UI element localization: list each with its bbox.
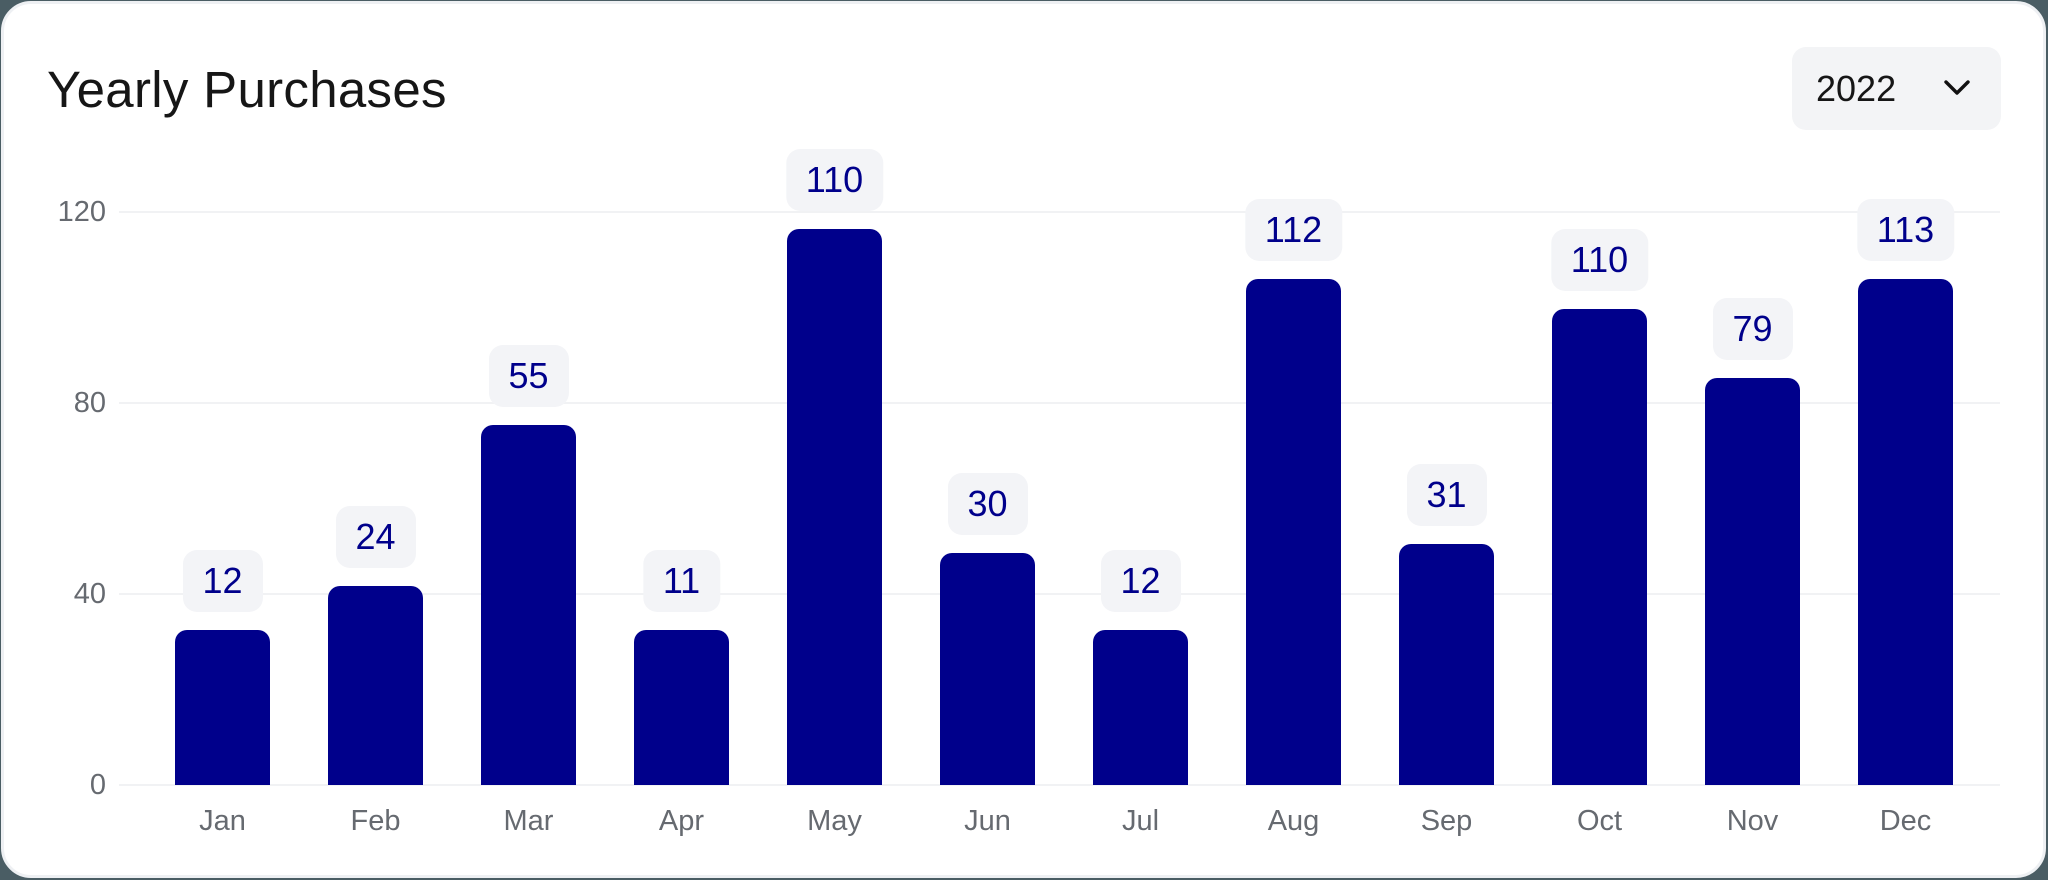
data-label-apr: 11 <box>642 549 721 612</box>
bar-jun[interactable] <box>940 552 1035 785</box>
bar-feb[interactable] <box>328 585 423 785</box>
x-axis-tick-label: Mar <box>503 805 554 837</box>
gridline <box>119 593 2000 595</box>
y-axis-tick-label: 80 <box>73 387 106 419</box>
bar-jan[interactable] <box>175 629 270 785</box>
year-select-dropdown[interactable]: 2022 <box>1792 47 2001 130</box>
data-label-feb: 24 <box>335 505 416 568</box>
x-axis-tick-label: Nov <box>1726 805 1779 837</box>
y-axis-tick-label: 40 <box>73 578 106 610</box>
x-axis-tick-label: Dec <box>1879 805 1932 837</box>
data-label-may: 110 <box>785 149 884 212</box>
gridline <box>119 211 2000 213</box>
data-label-nov: 79 <box>1712 298 1793 361</box>
data-label-mar: 55 <box>488 344 569 407</box>
gridline <box>119 402 2000 404</box>
x-axis-tick-label: Jan <box>199 805 246 837</box>
bar-may[interactable] <box>787 229 882 785</box>
bar-nov[interactable] <box>1705 378 1800 785</box>
bar-jul[interactable] <box>1093 629 1188 785</box>
data-label-jul: 12 <box>1100 549 1181 612</box>
data-label-jan: 12 <box>182 549 263 612</box>
bar-sep[interactable] <box>1399 543 1494 785</box>
x-axis-tick-label: Feb <box>350 805 401 837</box>
bar-mar[interactable] <box>481 424 576 785</box>
x-axis-tick-label: Sep <box>1420 805 1473 837</box>
x-axis-tick-label: May <box>807 805 862 837</box>
bar-oct[interactable] <box>1552 308 1647 785</box>
year-select-value: 2022 <box>1816 68 1897 109</box>
chevron-down-icon <box>1944 80 1970 95</box>
x-axis-tick-label: Oct <box>1576 805 1623 837</box>
x-axis-tick-label: Aug <box>1267 805 1320 837</box>
data-label-aug: 112 <box>1244 198 1343 261</box>
bar-aug[interactable] <box>1246 278 1341 785</box>
data-label-oct: 110 <box>1550 228 1649 291</box>
x-axis-tick-label: Jun <box>964 805 1011 837</box>
y-axis-tick-label: 120 <box>57 196 106 228</box>
x-axis-tick-label: Jul <box>1121 805 1160 837</box>
data-label-jun: 30 <box>947 472 1028 535</box>
data-label-dec: 113 <box>1856 198 1955 261</box>
chart-title: Yearly Purchases <box>47 61 447 118</box>
bar-dec[interactable] <box>1858 278 1953 785</box>
data-label-sep: 31 <box>1406 463 1487 526</box>
bar-apr[interactable] <box>634 629 729 785</box>
y-axis-tick-label: 0 <box>89 769 106 801</box>
gridline <box>119 784 2000 786</box>
x-axis-tick-label: Apr <box>658 805 705 837</box>
